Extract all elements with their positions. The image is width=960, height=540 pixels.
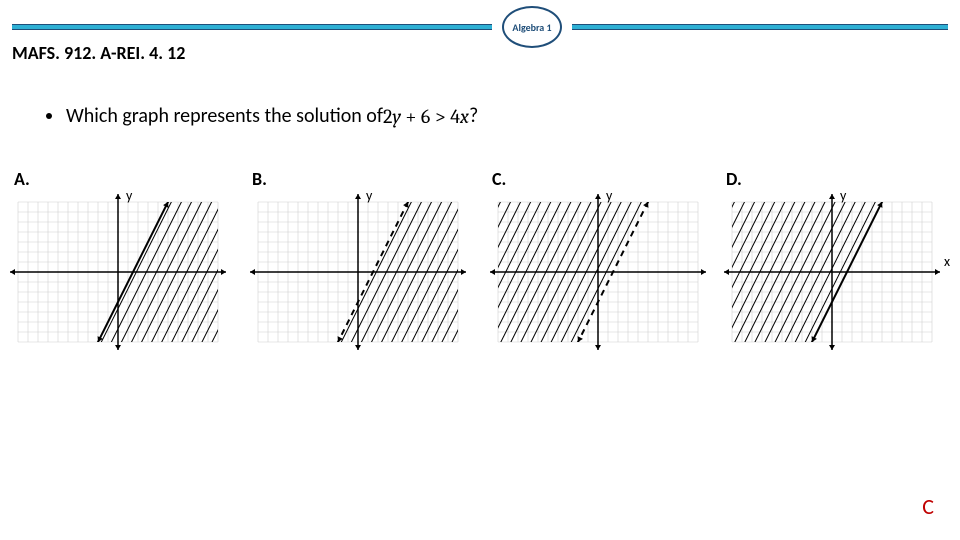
- svg-text:y: y: [606, 192, 613, 204]
- choice-label: C.: [492, 168, 506, 190]
- inequality-graph: y: [488, 192, 718, 352]
- svg-text:y: y: [840, 192, 847, 204]
- answer-letter: C: [922, 493, 934, 520]
- inequality-graph: y: [248, 192, 478, 352]
- svg-text:y: y: [366, 192, 373, 204]
- choice-label: D.: [726, 168, 742, 190]
- choices-row: A.yB.yC.yD.yx: [0, 168, 960, 358]
- question-suffix: ?: [469, 104, 478, 128]
- inequality-graph: y: [8, 192, 238, 352]
- svg-text:y: y: [126, 192, 133, 204]
- header-band-right: [572, 24, 948, 30]
- graph-wrap: y: [488, 192, 718, 342]
- bullet-icon: [46, 113, 52, 119]
- question-stem: Which graph represents the solution of 2…: [46, 104, 478, 128]
- header-band-left: [12, 24, 492, 30]
- question-math: 2y + 6 > 4x: [383, 105, 469, 128]
- question-prefix: Which graph represents the solution of: [66, 104, 383, 128]
- standard-code: MAFS. 912. A-REI. 4. 12: [12, 42, 185, 64]
- choice-label: A.: [14, 168, 30, 190]
- graph-wrap: y: [248, 192, 478, 342]
- graph-wrap: y: [8, 192, 238, 342]
- graph-wrap: yx: [722, 192, 952, 342]
- choice-label: B.: [252, 168, 267, 190]
- svg-text:x: x: [944, 253, 950, 270]
- subject-badge: Algebra 1: [502, 6, 562, 48]
- inequality-graph: yx: [722, 192, 952, 352]
